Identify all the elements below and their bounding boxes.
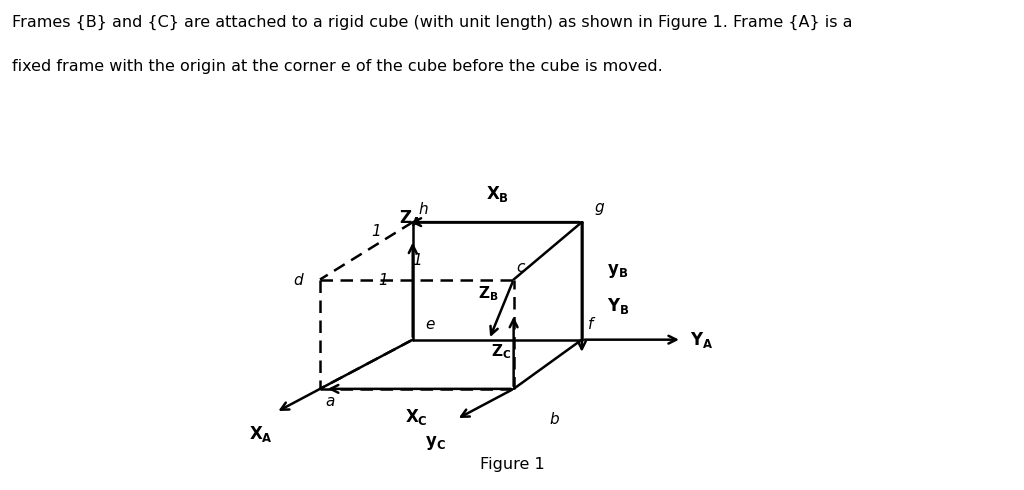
Text: $f$: $f$ xyxy=(587,316,596,332)
Text: 1: 1 xyxy=(412,252,422,268)
Text: $g$: $g$ xyxy=(594,201,605,217)
Text: $d$: $d$ xyxy=(293,271,305,288)
Text: $a$: $a$ xyxy=(325,394,335,409)
Text: $\mathbf{Y_A}$: $\mathbf{Y_A}$ xyxy=(690,330,713,350)
Text: $b$: $b$ xyxy=(549,411,559,427)
Text: Frames {B} and {C} are attached to a rigid cube (with unit length) as shown in F: Frames {B} and {C} are attached to a rig… xyxy=(12,15,853,30)
Text: $h$: $h$ xyxy=(418,201,428,217)
Text: $\mathbf{Z_C}$: $\mathbf{Z_C}$ xyxy=(492,342,512,361)
Text: fixed frame with the origin at the corner e of the cube before the cube is moved: fixed frame with the origin at the corne… xyxy=(12,59,663,74)
Text: $c$: $c$ xyxy=(516,260,525,274)
Text: Figure 1: Figure 1 xyxy=(479,457,545,472)
Text: $\mathbf{y_C}$: $\mathbf{y_C}$ xyxy=(425,434,446,452)
Text: $\mathbf{X_A}$: $\mathbf{X_A}$ xyxy=(249,424,272,444)
Text: 1: 1 xyxy=(378,273,388,289)
Text: $e$: $e$ xyxy=(425,317,435,332)
Text: $\mathbf{Y_B}$: $\mathbf{Y_B}$ xyxy=(607,296,630,316)
Text: $\mathbf{X_B}$: $\mathbf{X_B}$ xyxy=(485,184,509,204)
Text: $\mathbf{Z_B}$: $\mathbf{Z_B}$ xyxy=(478,285,499,303)
Text: $\mathbf{Z_A}$: $\mathbf{Z_A}$ xyxy=(399,208,422,228)
Text: $\mathbf{X_C}$: $\mathbf{X_C}$ xyxy=(406,407,428,427)
Text: 1: 1 xyxy=(372,224,381,239)
Text: $\mathbf{y_B}$: $\mathbf{y_B}$ xyxy=(607,262,628,280)
